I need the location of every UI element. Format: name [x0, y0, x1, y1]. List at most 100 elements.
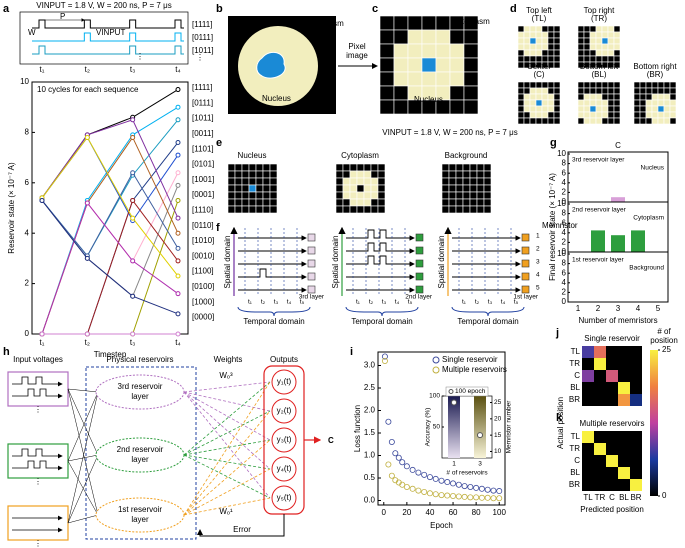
colorbar-label: 25 — [662, 345, 671, 354]
header: Weights — [214, 355, 243, 364]
memristor — [521, 259, 530, 268]
pixel — [262, 198, 271, 207]
pixel — [476, 198, 485, 207]
pixel — [529, 55, 537, 63]
pixel — [517, 61, 525, 69]
pixel — [669, 111, 677, 119]
point — [426, 474, 433, 481]
point — [130, 215, 136, 221]
time-label: t₅ — [300, 299, 305, 306]
pixel — [553, 117, 561, 125]
pixel — [517, 43, 525, 51]
memristor — [307, 246, 316, 255]
pixel — [613, 61, 621, 69]
weight-label: Wₒ³ — [219, 371, 233, 380]
time-label: t₃ — [274, 299, 279, 306]
pixel — [377, 177, 386, 186]
pixel — [657, 93, 665, 101]
heat-cell — [582, 346, 594, 358]
point — [130, 134, 136, 140]
pixel — [449, 71, 465, 87]
pixel — [613, 111, 621, 119]
y-tick-label: 1.5 — [364, 428, 376, 437]
pixel — [441, 170, 450, 179]
pixel — [269, 198, 278, 207]
pixel — [356, 184, 365, 193]
pixel — [234, 205, 243, 214]
heat-cell — [618, 346, 630, 358]
pixel — [541, 105, 549, 113]
pixel — [529, 111, 537, 119]
x-axis-label: Timestep — [94, 350, 127, 359]
pulse-label: P — [60, 12, 65, 21]
pixel — [379, 57, 395, 73]
pixel — [651, 111, 659, 119]
heat-cell — [582, 394, 594, 406]
pixel — [529, 31, 537, 39]
y-tick-label: C — [574, 371, 580, 380]
point — [130, 293, 136, 299]
pixel — [589, 25, 597, 33]
pixel — [462, 191, 471, 200]
pixel — [613, 93, 621, 101]
pixel — [535, 105, 543, 113]
pulse-box — [19, 11, 189, 65]
panel-label: d — [510, 3, 517, 15]
heat-cell — [582, 467, 594, 479]
pixel — [553, 87, 561, 95]
pixel — [441, 177, 450, 186]
pixel — [607, 49, 615, 57]
point — [484, 494, 491, 501]
series-line — [41, 200, 179, 315]
point — [473, 494, 480, 501]
legend-marker — [448, 389, 454, 394]
pixel — [370, 170, 379, 179]
pixel — [441, 163, 450, 172]
pulse-train — [32, 19, 184, 29]
pixel — [342, 198, 351, 207]
pixel — [577, 99, 585, 107]
pixel — [595, 49, 603, 57]
ellipsis: ⋮ — [136, 52, 144, 61]
pixel — [583, 111, 591, 119]
pixel — [529, 25, 537, 33]
point — [130, 331, 136, 337]
time-label: t₂ — [261, 299, 266, 306]
pixel — [469, 205, 478, 214]
legend-entry: Multiple reservoirs — [442, 365, 507, 374]
pixel — [463, 99, 479, 115]
label: Cytoplasm — [341, 151, 379, 160]
pixel — [255, 170, 264, 179]
pixel — [435, 57, 451, 73]
layer-label: 2nd layer — [405, 294, 433, 301]
point — [451, 399, 457, 406]
colorbar — [650, 350, 658, 496]
time-label: t₁ — [40, 65, 45, 74]
pixel — [577, 49, 585, 57]
pixel — [577, 43, 585, 51]
pixel — [370, 191, 379, 200]
pixel — [613, 49, 621, 57]
point — [175, 197, 181, 203]
pixel — [553, 49, 561, 57]
layer-label: 1st layer — [513, 294, 538, 301]
weight-line — [183, 468, 271, 516]
pixel — [469, 198, 478, 207]
pixel — [248, 198, 257, 207]
label: Pixel — [348, 42, 366, 51]
weight-line — [183, 391, 271, 441]
point — [415, 487, 422, 494]
label: (C) — [533, 70, 544, 79]
point — [175, 104, 181, 110]
memristor — [415, 272, 424, 281]
pixel — [448, 170, 457, 179]
heat-cell — [582, 358, 594, 370]
pixel — [541, 31, 549, 39]
time-label: t₅ — [514, 299, 519, 306]
point — [175, 139, 181, 145]
series-line — [41, 172, 179, 335]
heat-cell — [630, 467, 642, 479]
pixel — [269, 163, 278, 172]
point — [381, 357, 388, 364]
